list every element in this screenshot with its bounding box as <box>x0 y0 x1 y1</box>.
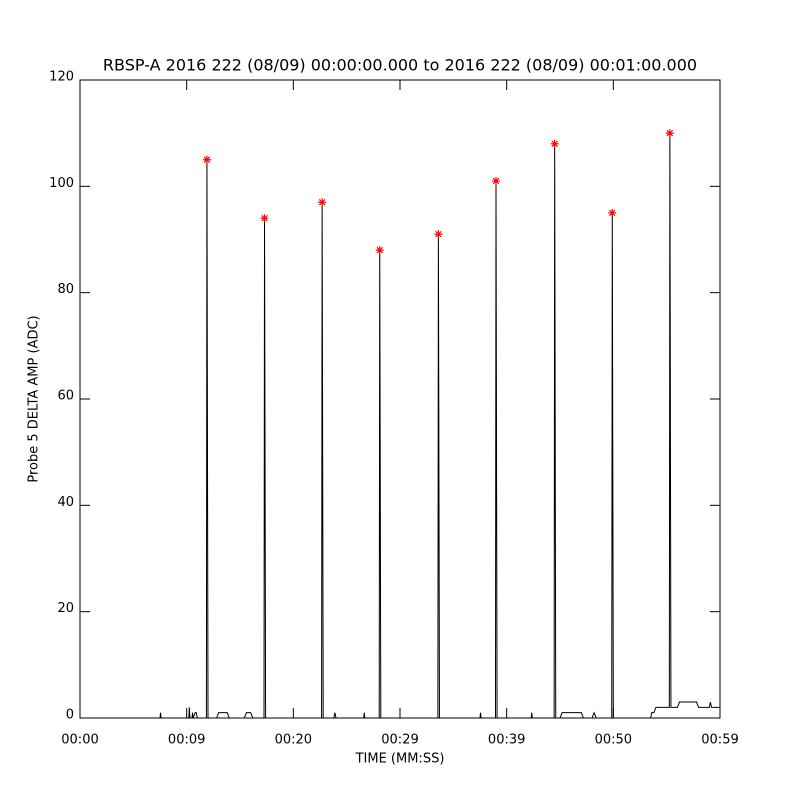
y-tick-label: 0 <box>66 708 74 723</box>
y-tick-label: 100 <box>49 176 74 191</box>
y-tick-label: 20 <box>57 601 74 616</box>
x-tick-label: 00:39 <box>488 733 525 748</box>
peak-marker <box>202 155 211 164</box>
peak-marker <box>492 177 500 186</box>
peak-marker <box>375 246 384 255</box>
y-tick-label: 120 <box>49 70 74 85</box>
marker-stroke <box>203 156 211 163</box>
chart-title: RBSP-A 2016 222 (08/09) 00:00:00.000 to … <box>103 56 697 75</box>
x-tick-label: 00:59 <box>701 733 738 748</box>
y-axis-label: Probe 5 DELTA AMP (ADC) <box>27 315 42 482</box>
peak-marker <box>260 214 269 223</box>
marker-stroke <box>376 246 383 254</box>
marker-stroke <box>609 209 616 217</box>
x-tick-label: 00:29 <box>381 733 418 748</box>
marker-stroke <box>435 230 442 238</box>
peak-marker <box>318 198 327 207</box>
peak-marker <box>665 129 674 138</box>
x-tick-label: 00:09 <box>168 733 205 748</box>
peak-marker <box>434 230 443 239</box>
y-tick-label: 60 <box>57 389 74 404</box>
y-tick-label: 40 <box>57 495 74 510</box>
marker-stroke <box>261 215 268 222</box>
y-tick-label: 80 <box>57 282 74 297</box>
marker-stroke <box>492 177 500 185</box>
marker-stroke <box>551 140 558 148</box>
x-tick-label: 00:50 <box>595 733 632 748</box>
peak-marker <box>608 208 617 217</box>
x-axis-label: TIME (MM:SS) <box>355 752 445 767</box>
peak-marker <box>550 139 559 148</box>
x-tick-label: 00:20 <box>275 733 312 748</box>
marker-stroke <box>318 199 326 206</box>
marker-stroke <box>666 129 674 137</box>
data-line <box>80 133 720 719</box>
x-tick-label: 00:00 <box>61 733 98 748</box>
